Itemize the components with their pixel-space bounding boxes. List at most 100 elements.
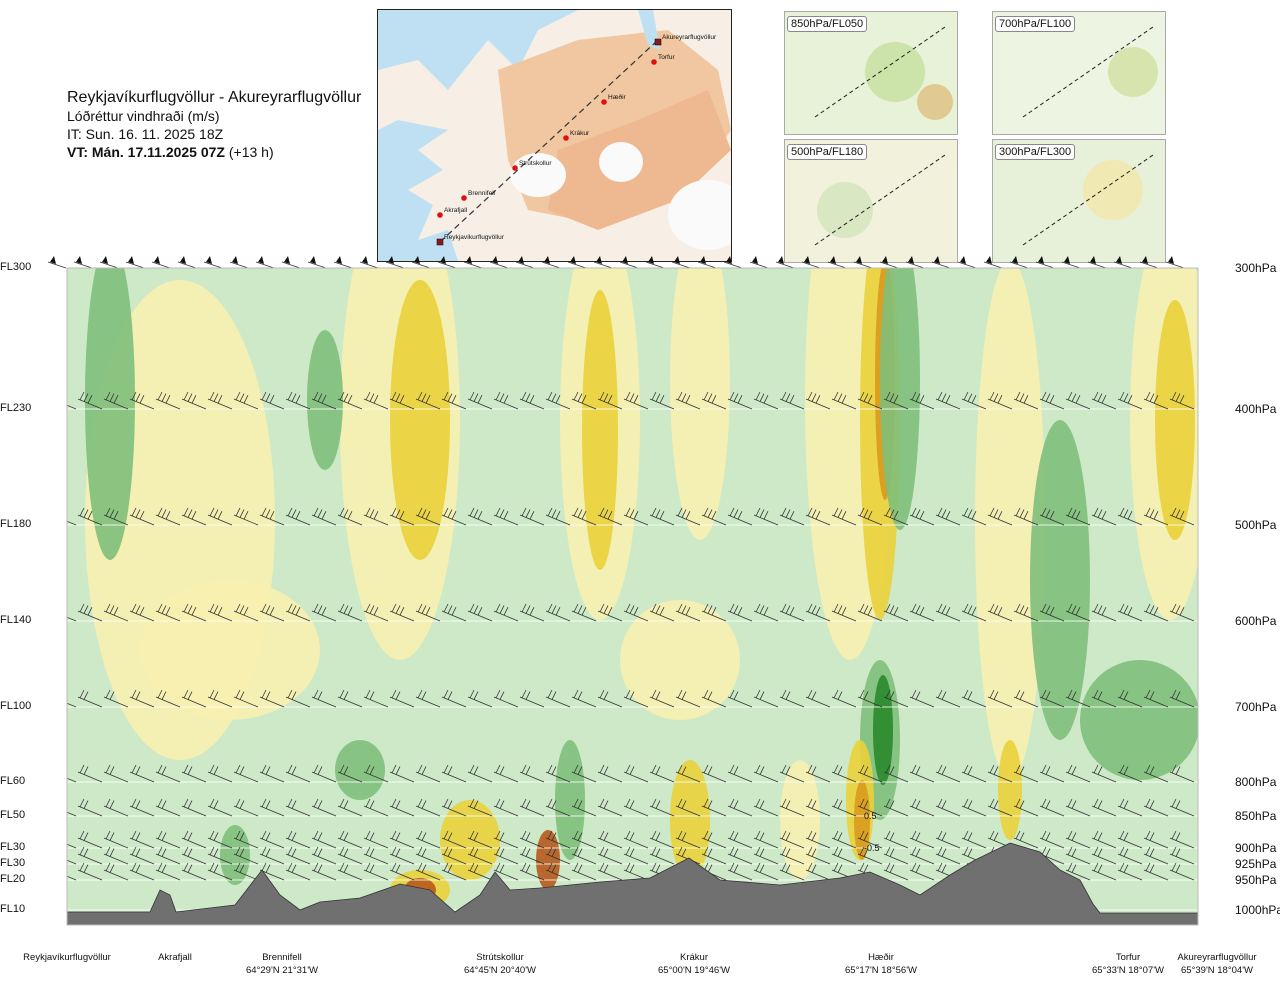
- wind-barb: [415, 391, 441, 410]
- wind-barb: [519, 507, 545, 526]
- mini-map-label: 850hPa/FL050: [787, 16, 868, 32]
- mini-map-label: 700hPa/FL100: [995, 16, 1076, 32]
- wind-barb: [233, 507, 259, 526]
- wind-barb: [103, 391, 129, 410]
- location-label: Krákur 65°00'N 19°46'W: [649, 951, 739, 977]
- wind-barb: [961, 846, 987, 865]
- wind-barb: [337, 764, 363, 783]
- wind-barb: [77, 862, 103, 881]
- flight-level-label: FL20: [0, 873, 26, 885]
- wind-barb: [467, 798, 493, 817]
- wind-barb: [467, 603, 493, 622]
- wind-cell: [390, 280, 450, 560]
- wind-barb: [1091, 391, 1117, 410]
- flight-level-label: FL30: [0, 857, 26, 869]
- wind-cell: [140, 580, 320, 720]
- wind-barb: [67, 859, 77, 865]
- wind-barb: [103, 798, 129, 817]
- wind-cell: [335, 740, 385, 800]
- wind-barb: [987, 798, 1013, 817]
- wind-barb: [597, 798, 623, 817]
- wind-barb: [181, 603, 207, 622]
- wind-barb: [415, 798, 441, 817]
- wind-barb: [957, 256, 977, 269]
- route-title: Reykjavíkurflugvöllur - Akureyrarflugvöl…: [67, 89, 362, 106]
- wind-barb: [1065, 830, 1091, 849]
- wind-barb: [467, 764, 493, 783]
- mini-map-500: 500hPa/FL180: [784, 139, 958, 263]
- pressure-level-label: 700hPa: [1235, 700, 1277, 714]
- field-background: [67, 268, 1198, 925]
- wind-barb: [519, 764, 545, 783]
- mini-map-850: 850hPa/FL050: [784, 11, 958, 135]
- wind-barb: [441, 862, 467, 881]
- flight-level-label: FL140: [0, 614, 32, 626]
- route-map-svg: Akureyrarflugvöllur Torfur Hæðir Krákur Strú…: [378, 10, 731, 261]
- wind-barb: [987, 830, 1013, 849]
- wind-barb: [935, 830, 961, 849]
- wind-barb: [1013, 507, 1039, 526]
- flight-level-label: FL230: [0, 402, 32, 414]
- wind-barb: [441, 764, 467, 783]
- flight-level-label: FL100: [0, 700, 32, 712]
- location-label: Reykjavíkurflugvöllur: [22, 951, 112, 964]
- wind-barb: [805, 689, 831, 708]
- wind-barb: [675, 846, 701, 865]
- wind-barb: [727, 798, 753, 817]
- wind-barb: [753, 798, 779, 817]
- wind-barb: [441, 846, 467, 865]
- location-name: Brennifell: [262, 952, 302, 963]
- wind-barb: [831, 689, 857, 708]
- wind-barb: [961, 830, 987, 849]
- wind-barb: [441, 830, 467, 849]
- wind-barb: [909, 507, 935, 526]
- wind-barb: [753, 603, 779, 622]
- wind-barb: [623, 689, 649, 708]
- wind-barb: [207, 846, 233, 865]
- wind-barb: [649, 846, 675, 865]
- wind-barb: [1013, 764, 1039, 783]
- location-label: Akrafjall: [130, 951, 220, 964]
- wind-barb: [805, 391, 831, 410]
- location-coord: 64°29'N 21°31'W: [246, 965, 318, 976]
- wind-barb: [1169, 689, 1195, 708]
- wind-barb: [181, 846, 207, 865]
- mini-map-300: 300hPa/FL300: [992, 139, 1166, 263]
- wind-barb: [701, 764, 727, 783]
- wind-barb: [1143, 603, 1169, 622]
- wind-barb: [571, 764, 597, 783]
- wind-barb: [311, 391, 337, 410]
- wind-barb: [363, 603, 389, 622]
- flight-level-label: FL300: [0, 261, 32, 273]
- wind-barb: [129, 603, 155, 622]
- wind-barb: [649, 391, 675, 410]
- wind-barb: [1091, 507, 1117, 526]
- waypoint-label: Akureyrarflugvöllur: [662, 34, 717, 41]
- valid-time-main: VT: Mán. 17.11.2025 07Z: [67, 144, 225, 160]
- wind-barb: [337, 846, 363, 865]
- wind-barb: [337, 689, 363, 708]
- wind-barb: [1143, 391, 1169, 410]
- wind-barb: [727, 689, 753, 708]
- wind-barb: [207, 830, 233, 849]
- wind-barb: [727, 391, 753, 410]
- wind-barb: [935, 391, 961, 410]
- wind-barb: [571, 830, 597, 849]
- location-name: Strútskollur: [476, 952, 524, 963]
- wind-barb: [1143, 507, 1169, 526]
- wind-barb: [597, 862, 623, 881]
- wind-barb: [1065, 764, 1091, 783]
- wind-cell: [85, 268, 135, 560]
- wind-barb: [333, 256, 353, 269]
- wind-barb: [961, 507, 987, 526]
- wind-barb: [883, 830, 909, 849]
- wind-barb: [753, 846, 779, 865]
- wind-barb: [597, 830, 623, 849]
- wind-barb: [77, 846, 103, 865]
- wind-barb: [753, 764, 779, 783]
- wind-barb: [701, 862, 727, 881]
- wind-barb: [363, 689, 389, 708]
- wind-barb: [831, 507, 857, 526]
- wind-barb: [129, 507, 155, 526]
- wind-barb: [779, 603, 805, 622]
